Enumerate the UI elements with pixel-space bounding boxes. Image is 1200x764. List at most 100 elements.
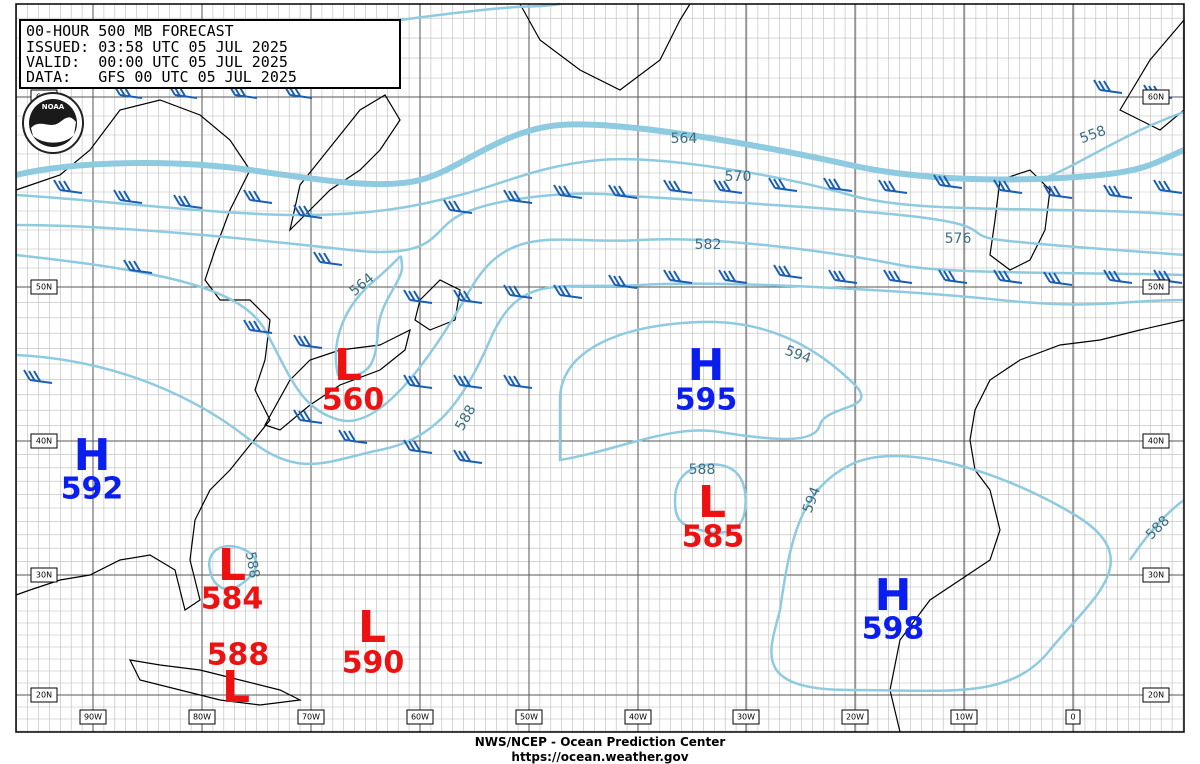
logo-bird	[31, 117, 76, 143]
label-box	[624, 709, 652, 725]
coordinate-label: 30N	[1148, 571, 1164, 580]
wind-barb	[768, 177, 798, 192]
coordinate-label: 60N	[1148, 93, 1164, 102]
greenland	[519, 3, 691, 91]
contour-label: 570	[725, 169, 752, 185]
label-box	[515, 709, 543, 725]
coordinate-label: 40N	[1148, 437, 1164, 446]
center-value: 590	[342, 646, 405, 681]
wind-barb	[453, 289, 483, 304]
coordinate-label: 20N	[1148, 691, 1164, 700]
wind-barb	[443, 199, 473, 214]
coordinate-label: 0	[1070, 713, 1075, 722]
header-line: VALID: 00:00 UTC 05 JUL 2025	[26, 53, 288, 71]
center-value: 585	[682, 520, 745, 555]
wind-barb	[403, 439, 433, 454]
contour-label: 588	[242, 550, 262, 579]
wind-barb	[293, 204, 323, 219]
wind-barb	[453, 374, 483, 389]
center-letter: L	[218, 540, 246, 591]
wind-barb	[243, 319, 273, 334]
wind-barb	[663, 179, 693, 194]
wind-barb	[113, 84, 143, 99]
center-value: 592	[61, 472, 124, 507]
coordinate-labels: 60N60N50N50N40N40N30N30N20N20N90W80W70W6…	[30, 89, 1170, 725]
wind-barb	[1153, 269, 1183, 284]
header-line: 00-HOUR 500 MB FORECAST	[26, 22, 234, 40]
logo-text: NOAA	[42, 103, 65, 111]
coordinate-label: 50N	[1148, 283, 1164, 292]
label-box	[1142, 567, 1170, 583]
wind-barb	[113, 189, 143, 204]
wind-barb	[773, 264, 803, 279]
wind-barb	[338, 429, 368, 444]
wind-barb	[503, 189, 533, 204]
coordinate-label: 40W	[629, 713, 647, 722]
wind-barb	[313, 251, 343, 266]
label-box	[30, 687, 58, 703]
contour-558-east	[1039, 110, 1185, 182]
wind-barb	[553, 184, 583, 199]
label-box	[30, 433, 58, 449]
label-box	[297, 709, 325, 725]
label-box	[732, 709, 760, 725]
cuba	[128, 659, 303, 706]
wind-barb	[403, 374, 433, 389]
labrador	[288, 94, 401, 232]
wind-barb	[453, 449, 483, 464]
center-letter: H	[875, 570, 912, 621]
center-letter: L	[222, 662, 250, 713]
center-letter: H	[74, 430, 111, 481]
north-america-coast	[15, 99, 271, 611]
wind-barbs	[23, 79, 1183, 464]
contour-label: 588	[689, 462, 716, 478]
contour-588-east	[673, 463, 747, 534]
wind-barb	[1043, 271, 1073, 286]
contour-594-south	[770, 454, 1112, 693]
wind-barb	[883, 269, 913, 284]
wind-barb	[293, 409, 323, 424]
center-letter: L	[698, 477, 726, 528]
wind-barb	[993, 269, 1023, 284]
wind-barb	[403, 289, 433, 304]
wind-barb	[228, 84, 258, 99]
wind-barb	[713, 179, 743, 194]
wind-barb	[878, 179, 908, 194]
wind-barb	[283, 84, 313, 99]
wind-barb	[503, 284, 533, 299]
wind-barb	[53, 179, 83, 194]
wind-barb	[23, 369, 53, 384]
wind-barb	[123, 259, 153, 274]
contour-label: 582	[695, 237, 722, 253]
label-box	[79, 709, 107, 725]
label-box	[841, 709, 869, 725]
center-value: 595	[675, 383, 738, 418]
coordinate-label: 60W	[411, 713, 429, 722]
coordinate-label: 30N	[36, 571, 52, 580]
label-box	[1142, 687, 1170, 703]
coordinate-label: 30W	[737, 713, 755, 722]
center-letter: L	[334, 340, 362, 391]
center-value: 598	[862, 612, 925, 647]
header-box: 00-HOUR 500 MB FORECAST ISSUED: 03:58 UT…	[19, 19, 401, 89]
label-box	[188, 709, 216, 725]
label-box	[950, 709, 978, 725]
wind-barb	[608, 274, 638, 289]
center-value: 584	[201, 582, 264, 617]
noaa-logo: NOAA	[22, 92, 84, 154]
wind-barb	[933, 174, 963, 189]
contour-570	[15, 157, 1185, 217]
center-letter: L	[358, 602, 386, 653]
label-box	[406, 709, 434, 725]
wind-barb	[168, 84, 198, 99]
contour-588-florida	[207, 544, 258, 591]
header-line: ISSUED: 03:58 UTC 05 JUL 2025	[26, 38, 288, 56]
coordinate-label: 90W	[84, 713, 102, 722]
coordinate-label: 40N	[36, 437, 52, 446]
wind-barb	[503, 374, 533, 389]
contour-564-low	[334, 255, 404, 378]
wind-barb	[1043, 184, 1073, 199]
coordinate-label: 20W	[846, 713, 864, 722]
wind-barb	[993, 179, 1023, 194]
